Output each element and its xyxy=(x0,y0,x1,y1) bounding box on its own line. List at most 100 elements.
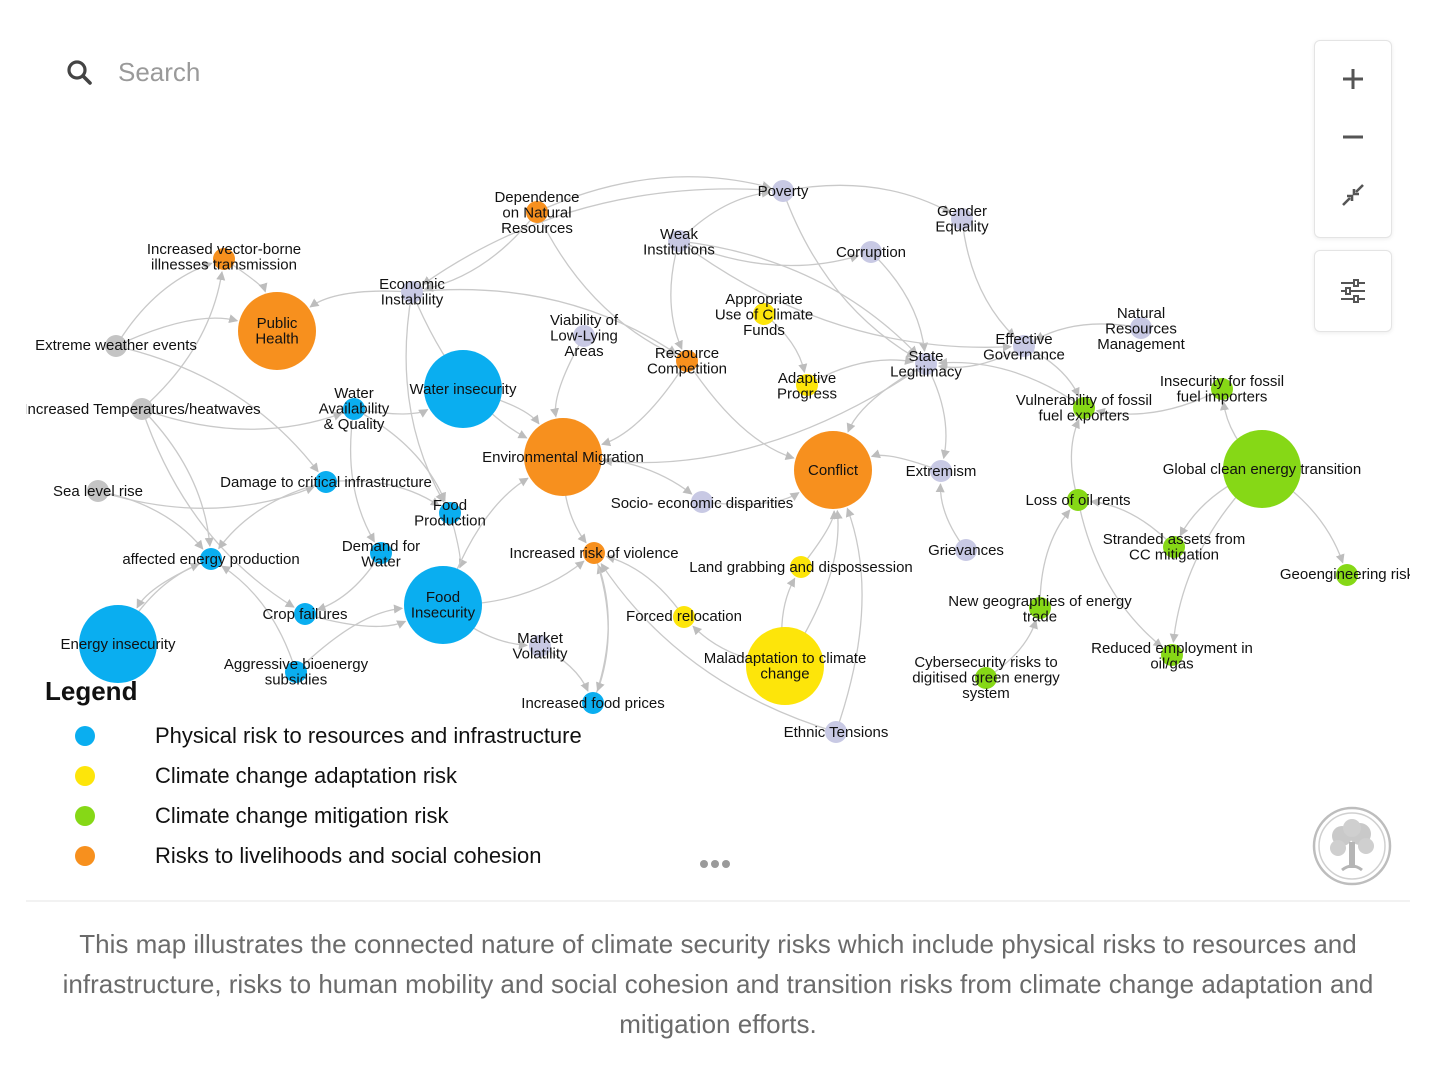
node-cropfail[interactable] xyxy=(294,603,316,625)
node-label-vulnfossil[interactable]: Vulnerability of fossil fuel exporters xyxy=(1016,392,1152,425)
node-label-temps[interactable]: Increased Temperatures/heatwaves xyxy=(26,401,261,418)
node-forced[interactable] xyxy=(673,606,695,628)
node-aggressive[interactable] xyxy=(285,661,307,683)
node-label-extreme[interactable]: Extreme weather events xyxy=(35,337,197,354)
node-label-publichealth[interactable]: Public Health xyxy=(255,315,298,348)
node-label-extremism[interactable]: Extremism xyxy=(906,463,977,480)
node-water[interactable] xyxy=(343,398,365,420)
node-publichealth[interactable] xyxy=(238,292,316,370)
node-label-demandwater[interactable]: Demand for Water xyxy=(342,538,420,571)
node-label-cropfail[interactable]: Crop failures xyxy=(262,606,347,623)
node-label-envmig[interactable]: Environmental Migration xyxy=(482,449,644,466)
node-depnat[interactable] xyxy=(526,201,548,223)
node-label-forced[interactable]: Forced relocation xyxy=(626,608,742,625)
node-affected[interactable] xyxy=(200,548,222,570)
node-maladapt[interactable] xyxy=(746,627,824,705)
node-cyber[interactable] xyxy=(975,667,997,689)
node-adaptprog[interactable] xyxy=(796,374,818,396)
node-label-sealevel[interactable]: Sea level rise xyxy=(53,483,143,500)
node-socioecon[interactable] xyxy=(691,491,713,513)
node-energyinsec[interactable] xyxy=(79,605,157,683)
node-label-depnat[interactable]: Dependence on Natural Resources xyxy=(494,189,579,237)
node-foodinsec[interactable] xyxy=(404,566,482,644)
node-violence[interactable] xyxy=(583,542,605,564)
node-label-cyber[interactable]: Cybersecurity risks to digitised green en… xyxy=(912,654,1060,702)
search-bar[interactable] xyxy=(66,52,420,92)
node-label-geoeng[interactable]: Geoengineering risk xyxy=(1280,566,1410,583)
node-rescomp[interactable] xyxy=(676,350,698,372)
node-insecfossil[interactable] xyxy=(1211,378,1233,400)
node-newgeo[interactable] xyxy=(1029,597,1051,619)
node-vulnfossil[interactable] xyxy=(1073,397,1095,419)
node-reduced[interactable] xyxy=(1161,644,1183,666)
node-ethnic[interactable] xyxy=(825,721,847,743)
node-effgov[interactable] xyxy=(1013,335,1035,357)
node-waterinsec[interactable] xyxy=(424,350,502,428)
node-label-approp[interactable]: Appropriate Use of Climate Funds xyxy=(715,291,813,339)
node-econ[interactable] xyxy=(401,281,423,303)
settings-button[interactable] xyxy=(1314,250,1392,332)
node-label-foodprod[interactable]: Food Production xyxy=(414,497,486,530)
node-label-weak[interactable]: Weak Institutions xyxy=(643,226,715,259)
node-label-grievances[interactable]: Grievances xyxy=(928,542,1004,559)
node-label-rescomp[interactable]: Resource Competition xyxy=(647,345,727,378)
node-label-socioecon[interactable]: Socio- economic disparities xyxy=(611,495,794,512)
node-gender[interactable] xyxy=(951,208,973,230)
fit-view-button[interactable] xyxy=(1315,167,1391,223)
node-sealevel[interactable] xyxy=(87,480,109,502)
node-label-violence[interactable]: Increased risk of violence xyxy=(509,545,678,562)
node-stranded[interactable] xyxy=(1163,536,1185,558)
node-label-conflict[interactable]: Conflict xyxy=(808,462,859,479)
risk-network-map[interactable]: Increased vector-borne illnesses transmis… xyxy=(26,0,1410,900)
node-approp[interactable] xyxy=(753,303,775,325)
node-globalclean[interactable] xyxy=(1223,430,1301,508)
node-label-corruption[interactable]: Corruption xyxy=(836,244,906,261)
node-foodprices[interactable] xyxy=(582,692,604,714)
node-statelegit[interactable] xyxy=(915,353,937,375)
node-label-vector[interactable]: Increased vector-borne illnesses transmis… xyxy=(147,241,301,274)
node-label-viability[interactable]: Viability of Low-Lying Areas xyxy=(550,312,619,360)
node-foodprod[interactable] xyxy=(439,502,461,524)
node-label-gender[interactable]: Gender Equality xyxy=(935,203,989,236)
node-label-adaptprog[interactable]: Adaptive Progress xyxy=(777,370,837,403)
node-envmig[interactable] xyxy=(524,418,602,496)
node-label-globalclean[interactable]: Global clean energy transition xyxy=(1163,461,1361,478)
node-extremism[interactable] xyxy=(930,460,952,482)
node-label-poverty[interactable]: Poverty xyxy=(758,183,809,200)
node-label-lossoil[interactable]: Loss of oil rents xyxy=(1025,492,1130,509)
more-options-button[interactable] xyxy=(700,860,730,868)
node-label-reduced[interactable]: Reduced employment in oil/gas xyxy=(1091,640,1253,673)
node-label-ethnic[interactable]: Ethnic Tensions xyxy=(784,724,889,741)
node-vector[interactable] xyxy=(213,248,235,270)
node-label-energyinsec[interactable]: Energy insecurity xyxy=(60,636,176,653)
node-label-stranded[interactable]: Stranded assets from CC mitigation xyxy=(1103,531,1246,564)
node-lossoil[interactable] xyxy=(1067,489,1089,511)
node-label-econ[interactable]: Economic Instability xyxy=(379,276,445,309)
node-damage[interactable] xyxy=(315,471,337,493)
zoom-in-button[interactable] xyxy=(1315,51,1391,107)
node-label-foodprices[interactable]: Increased food prices xyxy=(521,695,664,712)
node-temps[interactable] xyxy=(131,398,153,420)
node-label-effgov[interactable]: Effective Governance xyxy=(983,331,1065,364)
node-label-market[interactable]: Market Volatility xyxy=(512,630,568,663)
node-label-landgrab[interactable]: Land grabbing and dispossession xyxy=(689,559,913,576)
node-label-damage[interactable]: Damage to critical infrastructure xyxy=(220,474,432,491)
node-corruption[interactable] xyxy=(860,241,882,263)
node-market[interactable] xyxy=(529,635,551,657)
node-label-natresmgmt[interactable]: Natural Resources Management xyxy=(1097,305,1185,353)
node-label-foodinsec[interactable]: Food Insecurity xyxy=(411,589,476,622)
node-label-affected[interactable]: affected energy production xyxy=(122,551,299,568)
network-graph[interactable]: Increased vector-borne illnesses transmis… xyxy=(26,0,1410,900)
node-landgrab[interactable] xyxy=(790,556,812,578)
node-label-insecfossil[interactable]: Insecurity for fossil fuel importers xyxy=(1160,373,1284,406)
node-viability[interactable] xyxy=(573,325,595,347)
node-conflict[interactable] xyxy=(794,431,872,509)
node-weak[interactable] xyxy=(668,230,690,252)
node-label-maladapt[interactable]: Maladaptation to climate change xyxy=(704,650,867,683)
zoom-out-button[interactable] xyxy=(1315,109,1391,165)
node-label-aggressive[interactable]: Aggressive bioenergy subsidies xyxy=(224,656,369,689)
node-label-water[interactable]: Water Availability & Quality xyxy=(319,385,390,433)
node-demandwater[interactable] xyxy=(370,542,392,564)
node-label-statelegit[interactable]: State Legitimacy xyxy=(890,348,962,381)
node-label-newgeo[interactable]: New geographies of energy trade xyxy=(948,593,1132,626)
